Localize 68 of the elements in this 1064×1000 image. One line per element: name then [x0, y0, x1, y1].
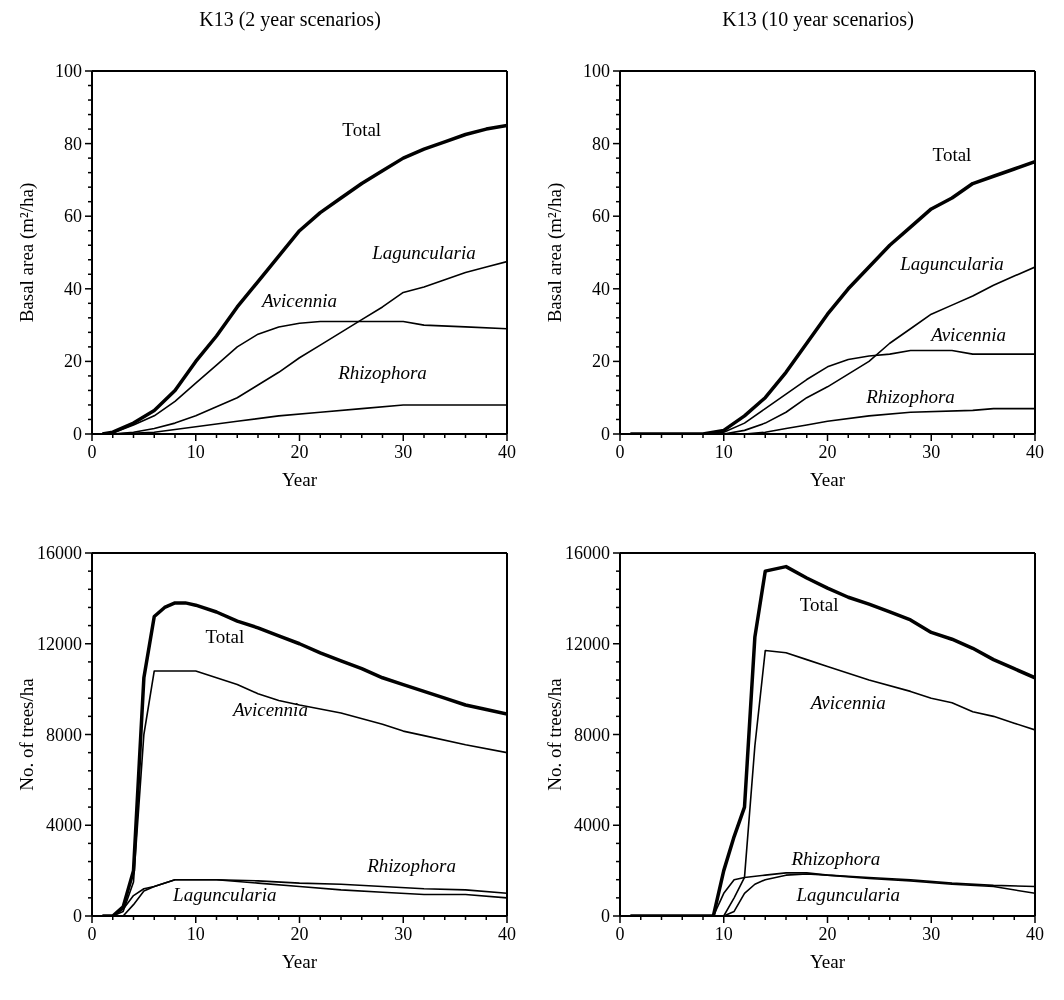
y-tick-label: 0 — [601, 424, 610, 444]
y-tick-label: 40 — [64, 278, 82, 299]
x-tick-label: 20 — [290, 442, 309, 462]
chart-title: K13 (2 year scenarios) — [198, 8, 382, 33]
y-tick-label: 80 — [592, 133, 610, 154]
x-tick-label: 0 — [615, 924, 625, 944]
series-label: Total — [932, 144, 972, 166]
x-tick-label: 40 — [498, 924, 516, 944]
x-tick-label: 20 — [818, 442, 837, 462]
y-tick-label: 40 — [592, 278, 610, 299]
series-label: Laguncularia — [372, 242, 476, 264]
x-tick-label: 10 — [714, 924, 733, 944]
series-label: Rhizophora — [338, 362, 427, 384]
x-axis-title: Year — [809, 951, 846, 972]
y-tick-label: 16000 — [565, 543, 610, 563]
y-tick-label: 4000 — [574, 815, 610, 836]
y-tick-label: 80 — [64, 133, 82, 154]
series-label: Avicennia — [931, 324, 1007, 346]
y-tick-label: 0 — [73, 424, 82, 444]
x-tick-label: 30 — [394, 442, 413, 462]
y-tick-label: 12000 — [565, 633, 610, 654]
x-tick-label: 0 — [87, 924, 97, 944]
series-label: Total — [799, 593, 839, 615]
x-tick-label: 0 — [87, 442, 97, 462]
x-tick-label: 10 — [186, 442, 205, 462]
series-label: Total — [205, 626, 245, 648]
y-axis-title: No. of trees/ha — [15, 677, 37, 791]
x-tick-label: 20 — [818, 924, 837, 944]
y-axis-title: Basal area (m²/ha) — [543, 182, 566, 323]
x-tick-label: 40 — [498, 442, 516, 462]
x-axis-title: Year — [809, 469, 846, 490]
x-tick-label: 10 — [186, 924, 205, 944]
y-axis-title: No. of trees/ha — [543, 677, 565, 791]
y-tick-label: 60 — [64, 206, 82, 227]
series-label: Laguncularia — [796, 884, 900, 906]
chart-title: K13 (10 year scenarios) — [721, 8, 915, 33]
y-tick-label: 4000 — [46, 815, 82, 836]
series-label: Total — [342, 118, 382, 140]
y-axis-title: Basal area (m²/ha) — [15, 182, 38, 323]
y-tick-label: 8000 — [574, 724, 610, 745]
y-tick-label: 16000 — [37, 543, 82, 563]
y-tick-label: 60 — [592, 206, 610, 227]
x-tick-label: 0 — [615, 442, 625, 462]
series-label: Rhizophora — [367, 855, 456, 877]
series-label: Avicennia — [262, 289, 337, 311]
series-label: Avicennia — [232, 698, 308, 720]
series-label: Rhizophora — [866, 385, 955, 407]
x-tick-label: 40 — [1026, 442, 1044, 462]
y-tick-label: 0 — [73, 906, 82, 926]
x-tick-label: 40 — [1026, 924, 1044, 944]
series-label: Laguncularia — [900, 253, 1004, 275]
y-tick-label: 100 — [583, 61, 610, 81]
y-tick-label: 100 — [55, 61, 82, 81]
x-tick-label: 30 — [922, 442, 941, 462]
series-label: Avicennia — [810, 691, 886, 713]
y-tick-label: 20 — [64, 351, 82, 372]
x-tick-label: 20 — [290, 924, 309, 944]
y-tick-label: 20 — [592, 351, 610, 372]
y-tick-label: 8000 — [46, 724, 82, 745]
y-tick-label: 0 — [601, 906, 610, 926]
series-label: Laguncularia — [173, 884, 277, 906]
series-label: Rhizophora — [791, 847, 881, 869]
x-axis-title: Year — [281, 469, 318, 490]
x-tick-label: 30 — [394, 924, 413, 944]
x-tick-label: 30 — [922, 924, 941, 944]
x-axis-title: Year — [281, 951, 318, 972]
x-tick-label: 10 — [714, 442, 733, 462]
y-tick-label: 12000 — [37, 633, 82, 654]
